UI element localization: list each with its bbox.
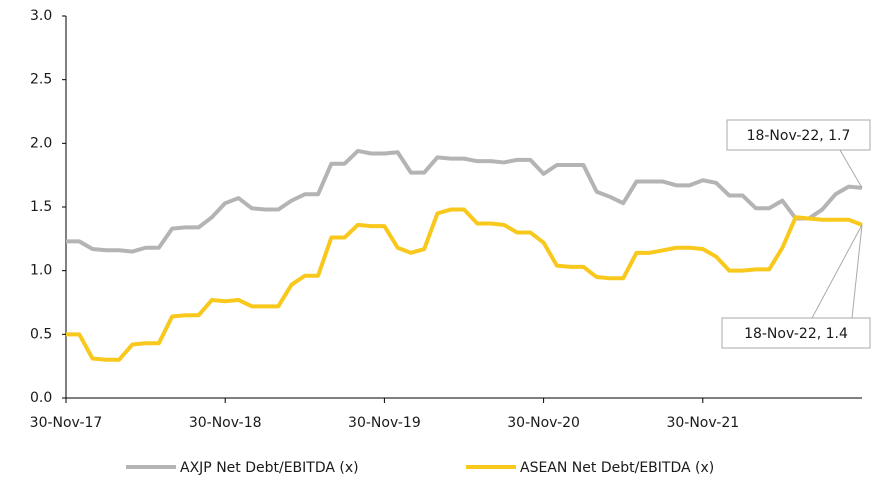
line-series — [66, 148, 863, 254]
y-tick-label: 1.5 — [30, 199, 52, 215]
legend-label: AXJP Net Debt/EBITDA (x) — [180, 460, 359, 476]
annotation: 18-Nov-22, 1.4 — [744, 326, 848, 342]
y-tick-label: 0.5 — [30, 326, 52, 342]
leader-line — [839, 149, 863, 189]
legend-label: ASEAN Net Debt/EBITDA (x) — [520, 460, 714, 476]
annotation: 18-Nov-22, 1.7 — [747, 128, 851, 144]
leader-line — [811, 224, 863, 319]
leader-line — [851, 224, 863, 319]
annotation-box — [726, 119, 871, 151]
x-tick-label: 30-Nov-20 — [507, 415, 580, 431]
y-tick-label: 1.0 — [30, 263, 52, 279]
y-tick-label: 0.0 — [30, 390, 52, 406]
line-series — [66, 207, 863, 362]
annotation-box — [721, 317, 871, 349]
x-tick-label: 30-Nov-19 — [348, 415, 421, 431]
x-tick-label: 30-Nov-21 — [666, 415, 739, 431]
y-tick-label: 2.5 — [30, 72, 52, 88]
y-tick-label: 3.0 — [30, 8, 52, 24]
x-tick-label: 30-Nov-17 — [30, 415, 103, 431]
y-tick-label: 2.0 — [30, 135, 52, 151]
x-tick-label: 30-Nov-18 — [189, 415, 262, 431]
